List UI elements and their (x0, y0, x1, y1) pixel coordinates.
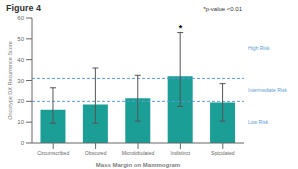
svg-text:Obscured: Obscured (85, 150, 107, 156)
svg-text:Intermediate Risk: Intermediate Risk (248, 87, 287, 93)
svg-text:50: 50 (17, 36, 24, 42)
svg-text:Circumscribed: Circumscribed (37, 150, 69, 156)
svg-text:Mass Margin on Mammogram: Mass Margin on Mammogram (96, 162, 180, 168)
html-text:Figure 4: Figure 4 (6, 3, 41, 13)
svg-text:10: 10 (17, 119, 24, 125)
svg-text:40: 40 (17, 57, 24, 63)
svg-text:0: 0 (21, 140, 25, 146)
svg-text:20: 20 (17, 98, 24, 104)
svg-text:Indistinct: Indistinct (171, 150, 191, 156)
svg-text:60: 60 (17, 15, 24, 21)
html-text:*p-value <0.01: *p-value <0.01 (203, 6, 242, 12)
svg-text:Oncotype DX Recurrence Score: Oncotype DX Recurrence Score (8, 41, 13, 120)
svg-text:*: * (179, 23, 183, 33)
svg-text:30: 30 (17, 78, 24, 84)
svg-text:Spiculated: Spiculated (211, 150, 235, 156)
svg-text:High Risk: High Risk (248, 45, 270, 51)
svg-text:Microlobulated: Microlobulated (122, 150, 155, 156)
svg-text:Low Risk: Low Risk (248, 119, 269, 125)
